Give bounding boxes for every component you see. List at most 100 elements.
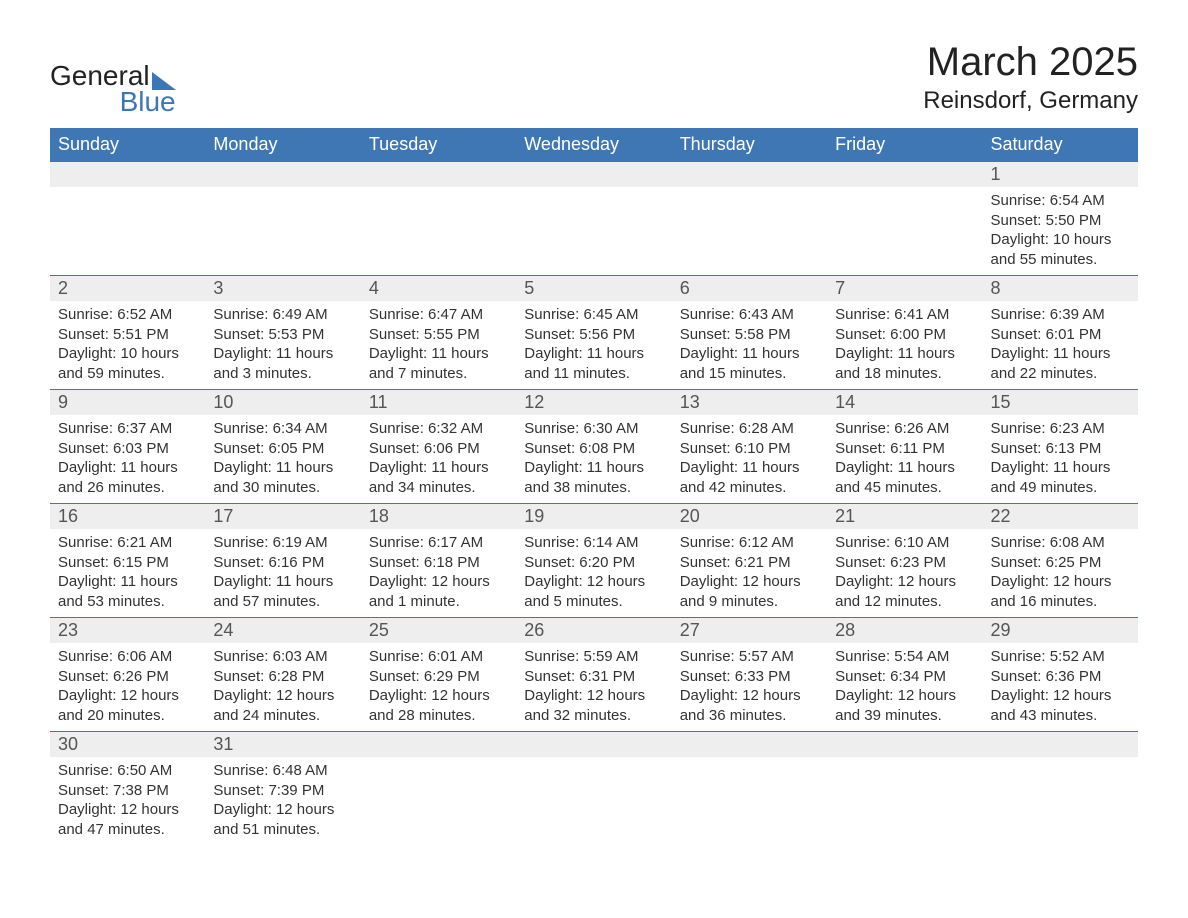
day-cell: Sunrise: 5:52 AMSunset: 6:36 PMDaylight:… xyxy=(983,643,1138,731)
sunset-text: Sunset: 5:56 PM xyxy=(524,325,663,345)
day-number: 21 xyxy=(827,504,982,529)
weekday-header: Saturday xyxy=(983,128,1138,162)
day-cell: Sunrise: 6:14 AMSunset: 6:20 PMDaylight:… xyxy=(516,529,671,617)
day-number xyxy=(205,162,360,187)
daylight-text: Daylight: 12 hours and 9 minutes. xyxy=(680,572,819,611)
sunset-text: Sunset: 6:06 PM xyxy=(369,439,508,459)
day-cell: Sunrise: 6:21 AMSunset: 6:15 PMDaylight:… xyxy=(50,529,205,617)
sunrise-text: Sunrise: 6:06 AM xyxy=(58,647,197,667)
sunrise-text: Sunrise: 6:17 AM xyxy=(369,533,508,553)
sunset-text: Sunset: 6:20 PM xyxy=(524,553,663,573)
day-cell: Sunrise: 6:19 AMSunset: 6:16 PMDaylight:… xyxy=(205,529,360,617)
sunset-text: Sunset: 6:33 PM xyxy=(680,667,819,687)
sunset-text: Sunset: 6:31 PM xyxy=(524,667,663,687)
daylight-text: Daylight: 12 hours and 36 minutes. xyxy=(680,686,819,725)
day-cell: Sunrise: 6:54 AMSunset: 5:50 PMDaylight:… xyxy=(983,187,1138,275)
sunset-text: Sunset: 5:50 PM xyxy=(991,211,1130,231)
sunrise-text: Sunrise: 5:52 AM xyxy=(991,647,1130,667)
weekday-header: Friday xyxy=(827,128,982,162)
day-cell xyxy=(827,187,982,207)
day-number: 11 xyxy=(361,390,516,415)
day-number: 28 xyxy=(827,618,982,643)
day-number xyxy=(50,162,205,187)
sunrise-text: Sunrise: 6:14 AM xyxy=(524,533,663,553)
sunset-text: Sunset: 6:16 PM xyxy=(213,553,352,573)
daylight-text: Daylight: 12 hours and 39 minutes. xyxy=(835,686,974,725)
sunrise-text: Sunrise: 6:45 AM xyxy=(524,305,663,325)
sunrise-text: Sunrise: 6:28 AM xyxy=(680,419,819,439)
daylight-text: Daylight: 12 hours and 24 minutes. xyxy=(213,686,352,725)
day-cell: Sunrise: 5:54 AMSunset: 6:34 PMDaylight:… xyxy=(827,643,982,731)
day-cell xyxy=(516,757,671,777)
day-number: 16 xyxy=(50,504,205,529)
day-cell: Sunrise: 5:57 AMSunset: 6:33 PMDaylight:… xyxy=(672,643,827,731)
day-number: 25 xyxy=(361,618,516,643)
daylight-text: Daylight: 11 hours and 34 minutes. xyxy=(369,458,508,497)
daylight-text: Daylight: 11 hours and 38 minutes. xyxy=(524,458,663,497)
day-cell: Sunrise: 6:37 AMSunset: 6:03 PMDaylight:… xyxy=(50,415,205,503)
day-number: 27 xyxy=(672,618,827,643)
sunrise-text: Sunrise: 6:37 AM xyxy=(58,419,197,439)
daylight-text: Daylight: 10 hours and 59 minutes. xyxy=(58,344,197,383)
day-number: 10 xyxy=(205,390,360,415)
daylight-text: Daylight: 11 hours and 7 minutes. xyxy=(369,344,508,383)
day-number: 30 xyxy=(50,732,205,757)
sunrise-text: Sunrise: 5:54 AM xyxy=(835,647,974,667)
weekday-header: Monday xyxy=(205,128,360,162)
day-number: 23 xyxy=(50,618,205,643)
daylight-text: Daylight: 12 hours and 28 minutes. xyxy=(369,686,508,725)
day-number: 19 xyxy=(516,504,671,529)
day-cell: Sunrise: 5:59 AMSunset: 6:31 PMDaylight:… xyxy=(516,643,671,731)
sunrise-text: Sunrise: 6:34 AM xyxy=(213,419,352,439)
sunrise-text: Sunrise: 6:08 AM xyxy=(991,533,1130,553)
daylight-text: Daylight: 11 hours and 42 minutes. xyxy=(680,458,819,497)
day-number xyxy=(983,732,1138,757)
daylight-text: Daylight: 12 hours and 47 minutes. xyxy=(58,800,197,839)
daylight-text: Daylight: 12 hours and 32 minutes. xyxy=(524,686,663,725)
weekday-header: Sunday xyxy=(50,128,205,162)
day-number: 2 xyxy=(50,276,205,301)
day-number: 29 xyxy=(983,618,1138,643)
day-number: 8 xyxy=(983,276,1138,301)
daylight-text: Daylight: 11 hours and 15 minutes. xyxy=(680,344,819,383)
daylight-text: Daylight: 11 hours and 26 minutes. xyxy=(58,458,197,497)
day-number: 14 xyxy=(827,390,982,415)
sunrise-text: Sunrise: 5:59 AM xyxy=(524,647,663,667)
daylight-text: Daylight: 11 hours and 57 minutes. xyxy=(213,572,352,611)
sunset-text: Sunset: 7:38 PM xyxy=(58,781,197,801)
sunrise-text: Sunrise: 6:48 AM xyxy=(213,761,352,781)
day-number: 12 xyxy=(516,390,671,415)
day-cell: Sunrise: 6:26 AMSunset: 6:11 PMDaylight:… xyxy=(827,415,982,503)
daylight-text: Daylight: 11 hours and 22 minutes. xyxy=(991,344,1130,383)
sunset-text: Sunset: 6:25 PM xyxy=(991,553,1130,573)
location-label: Reinsdorf, Germany xyxy=(923,87,1138,115)
day-number: 26 xyxy=(516,618,671,643)
sunset-text: Sunset: 6:13 PM xyxy=(991,439,1130,459)
daylight-text: Daylight: 11 hours and 30 minutes. xyxy=(213,458,352,497)
day-number: 13 xyxy=(672,390,827,415)
day-cell: Sunrise: 6:08 AMSunset: 6:25 PMDaylight:… xyxy=(983,529,1138,617)
day-cell: Sunrise: 6:01 AMSunset: 6:29 PMDaylight:… xyxy=(361,643,516,731)
daylight-text: Daylight: 12 hours and 20 minutes. xyxy=(58,686,197,725)
daylight-text: Daylight: 12 hours and 16 minutes. xyxy=(991,572,1130,611)
sunset-text: Sunset: 6:23 PM xyxy=(835,553,974,573)
sunrise-text: Sunrise: 6:10 AM xyxy=(835,533,974,553)
daylight-text: Daylight: 10 hours and 55 minutes. xyxy=(991,230,1130,269)
day-cell xyxy=(361,757,516,777)
sunrise-text: Sunrise: 6:01 AM xyxy=(369,647,508,667)
day-cell: Sunrise: 6:34 AMSunset: 6:05 PMDaylight:… xyxy=(205,415,360,503)
sunrise-text: Sunrise: 6:26 AM xyxy=(835,419,974,439)
sunset-text: Sunset: 5:53 PM xyxy=(213,325,352,345)
sunrise-text: Sunrise: 6:12 AM xyxy=(680,533,819,553)
sunrise-text: Sunrise: 6:19 AM xyxy=(213,533,352,553)
day-number xyxy=(516,732,671,757)
sunset-text: Sunset: 6:03 PM xyxy=(58,439,197,459)
day-number: 15 xyxy=(983,390,1138,415)
day-number: 18 xyxy=(361,504,516,529)
sunset-text: Sunset: 6:28 PM xyxy=(213,667,352,687)
day-number xyxy=(361,732,516,757)
day-cell xyxy=(983,757,1138,777)
day-cell xyxy=(672,187,827,207)
page-header: General Blue March 2025 Reinsdorf, Germa… xyxy=(50,40,1138,118)
sunset-text: Sunset: 6:21 PM xyxy=(680,553,819,573)
